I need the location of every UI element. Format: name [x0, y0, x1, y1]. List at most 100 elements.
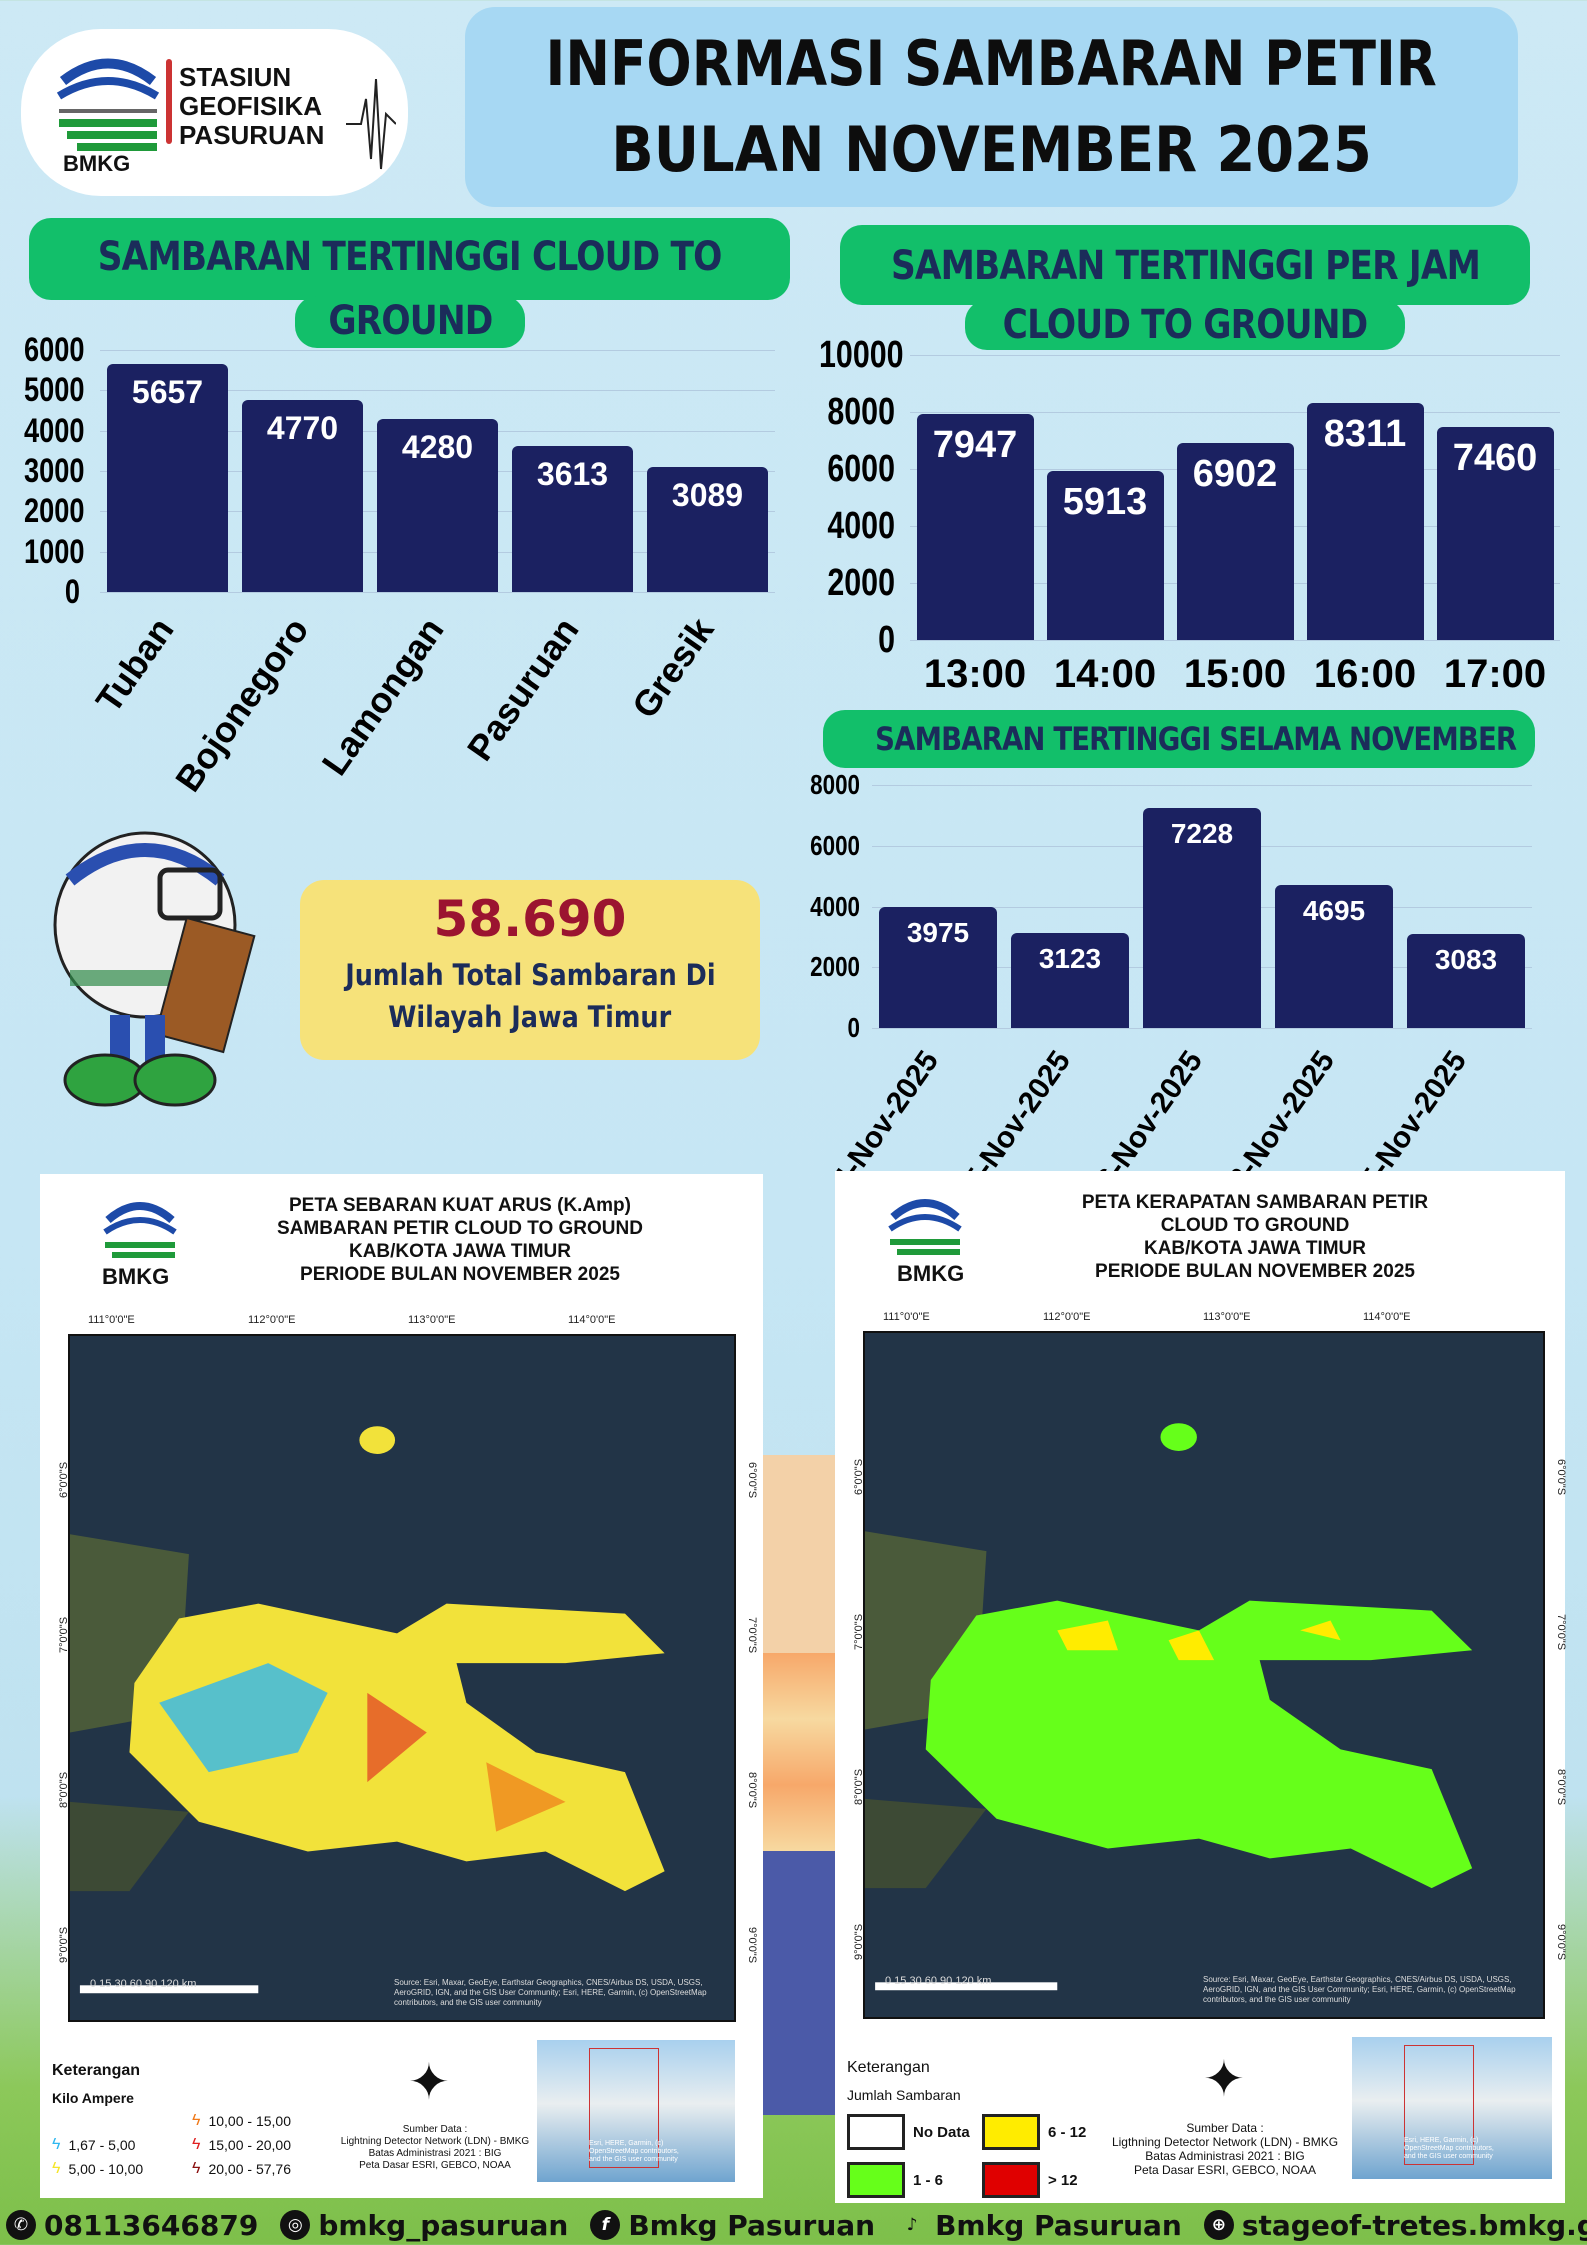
station-name: STASIUN GEOFISIKA PASURUAN: [179, 63, 324, 150]
legend-item: ϟ 15,00 - 20,00: [192, 2136, 291, 2154]
latitude-label-right: 9°0'0"S: [1555, 1923, 1568, 1961]
mascot-illustration: [53, 831, 256, 1107]
lightning-icon: ϟ: [52, 2136, 61, 2153]
inset-credit: Esri, HERE, Garmin, (c) OpenStreetMap co…: [589, 2140, 679, 2163]
gridline: [910, 355, 1560, 356]
latitude-label-right: 9°0'0"S: [746, 1926, 759, 1964]
gridline: [910, 640, 1560, 641]
logo-card: BMKG STASIUN GEOFISIKA PASURUAN: [21, 29, 408, 196]
total-value: 58.690: [433, 890, 627, 948]
legend-label: > 12: [1048, 2171, 1078, 2189]
data-source-line: Lightning Detector Network (LDN) - BMKG: [340, 2136, 530, 2147]
globe-icon: ⊕: [1203, 2210, 1234, 2240]
data-source: Sumber Data : Lightning Detector Network …: [338, 2124, 532, 2172]
thermometer-icon: [166, 59, 172, 144]
station-line3: PASURUAN: [179, 120, 325, 150]
inset-extent-box: [1404, 2045, 1474, 2165]
bar: [1306, 403, 1424, 640]
footer-facebook[interactable]: f Bmkg Pasuruan: [590, 2209, 875, 2242]
title-line2: BULAN NOVEMBER 2025: [611, 113, 1372, 186]
x-tick-label: Tuban: [87, 610, 182, 720]
page-title: INFORMASI SAMBARAN PETIR BULAN NOVEMBER …: [465, 7, 1518, 207]
bar-value-label: 5657: [131, 373, 204, 410]
footer-instagram[interactable]: ◎ bmkg_pasuruan: [280, 2209, 568, 2242]
legend-item: ϟ 10,00 - 15,00: [192, 2112, 291, 2130]
y-tick-label: 4000: [810, 890, 860, 922]
phone-text: 08113646879: [44, 2208, 259, 2242]
longitude-label: 111°0'0"E: [88, 1314, 135, 1326]
y-tick-label: 2000: [24, 492, 85, 531]
bar: [1436, 427, 1554, 640]
map-credit: Source: Esri, Maxar, GeoEye, Earthstar G…: [1203, 1975, 1516, 2004]
bar: [511, 446, 634, 592]
x-tick-label: Lamongan: [313, 610, 452, 783]
x-tick-label: 14:00: [1053, 652, 1157, 696]
legend-label: 6 - 12: [1048, 2123, 1087, 2141]
website-text: stageof-tretes.bmkg.go.id: [1241, 2208, 1587, 2242]
tiktok-icon: ♪: [906, 2215, 918, 2235]
data-source-line: Peta Dasar ESRI, GEBCO, NOAA: [359, 2160, 511, 2171]
legend-item: ϟ 5,00 - 10,00: [52, 2160, 143, 2178]
legend-label: 1 - 6: [913, 2171, 944, 2189]
chart2-header-text: SAMBARAN TERTINGGI PER JAM: [890, 243, 1480, 289]
longitude-label: 113°0'0"E: [408, 1314, 456, 1326]
lightning-icon: ϟ: [192, 2136, 201, 2153]
bar-value-label: 7947: [932, 423, 1018, 466]
map-canvas[interactable]: 0 15 30 60 90 120 km Source: Esri, Maxar…: [68, 1334, 736, 2022]
facebook-icon: f: [590, 2210, 621, 2240]
map-logo-text: BMKG: [897, 1261, 965, 1286]
bar: [916, 413, 1034, 640]
bar-value-label: 6902: [1192, 453, 1278, 496]
bar: [106, 363, 229, 592]
map-credit: Source: Esri, Maxar, GeoEye, Earthstar G…: [394, 1978, 707, 2007]
total-label-line1-row: Jumlah Total Sambaran Di: [300, 954, 760, 996]
y-tick-label: 10000: [819, 334, 904, 376]
inset-overview-map: Esri, HERE, Garmin, (c) OpenStreetMap co…: [537, 2040, 735, 2182]
legend-label: 1,67 - 5,00: [68, 2137, 136, 2153]
y-tick-label: 0: [878, 619, 895, 661]
longitude-label: 114°0'0"E: [568, 1314, 616, 1326]
data-source-line: Peta Dasar ESRI, GEBCO, NOAA: [1133, 2163, 1317, 2177]
bar-value-label: 3975: [906, 917, 970, 949]
footer-website[interactable]: ⊕stageof-tretes.bmkg.go.id: [1203, 2208, 1587, 2242]
map-panel-current-strength: BMKG PETA SEBARAN KUAT ARUS (K.Amp) SAMBAR…: [40, 1174, 763, 2198]
y-tick-label: 3000: [24, 452, 85, 490]
data-source-line: Ligthning Detector Network (LDN) - BMKG: [1111, 2135, 1339, 2149]
y-tick-label: 4000: [827, 505, 895, 547]
x-tick-label: Gresik: [623, 610, 722, 726]
total-label-line1: Jumlah Total Sambaran Di: [344, 958, 716, 992]
latitude-label-right: 8°0'0"S: [1555, 1768, 1568, 1806]
chart2-header-line2: CLOUD TO GROUND: [965, 300, 1405, 350]
gridline: [100, 390, 775, 392]
map-canvas[interactable]: 0 15 30 60 90 120 km Source: Esri, Maxar…: [863, 1331, 1545, 2019]
scale-bar-label: 0 15 30 60 90 120 km: [885, 1975, 992, 1987]
map-panel-strike-density: BMKG PETA KERAPATAN SAMBARAN PETIR CLOUD T…: [835, 1171, 1568, 2203]
x-tick-label: 16:00: [1313, 652, 1417, 696]
y-tick-label: 1000: [24, 532, 85, 571]
title-line1: INFORMASI SAMBARAN PETIR: [545, 27, 1438, 100]
bar-value-label: 7228: [1170, 818, 1234, 850]
chart2-header: SAMBARAN TERTINGGI PER JAM: [840, 225, 1530, 305]
longitude-label: 112°0'0"E: [1043, 1311, 1091, 1323]
footer-tiktok[interactable]: ♪ Bmkg Pasuruan: [897, 2209, 1182, 2242]
bar: [878, 907, 998, 1028]
chart2-header-line2-text: CLOUD TO GROUND: [1002, 302, 1369, 348]
legend-item: No Data: [847, 2114, 970, 2150]
y-tick-label: 6000: [827, 448, 895, 490]
legend-item: > 12: [982, 2162, 1078, 2198]
map-title-line: CLOUD TO GROUND: [1160, 1215, 1350, 1236]
y-tick-label: 2000: [810, 951, 860, 983]
chart1-header-line2-text: GROUND: [327, 298, 493, 344]
chart3-header-text: SAMBARAN TERTINGGI SELAMA NOVEMBER: [875, 720, 1517, 758]
bar: [1010, 933, 1130, 1028]
map-title-line: PETA KERAPATAN SAMBARAN PETIR: [1081, 1192, 1429, 1213]
footer-phone[interactable]: ✆ 08113646879: [6, 2209, 258, 2242]
x-tick-label: 17:00: [1443, 652, 1547, 696]
data-source-line: Batas Administrasi 2021 : BIG: [368, 2148, 502, 2159]
inset-extent-box: [589, 2048, 659, 2168]
east-java-map: [865, 1423, 1473, 1991]
legend-label: 15,00 - 20,00: [208, 2137, 291, 2153]
chart1-header-line2: GROUND: [295, 296, 525, 348]
lightning-icon: ϟ: [192, 2112, 201, 2129]
y-tick-label: 4000: [24, 411, 85, 450]
